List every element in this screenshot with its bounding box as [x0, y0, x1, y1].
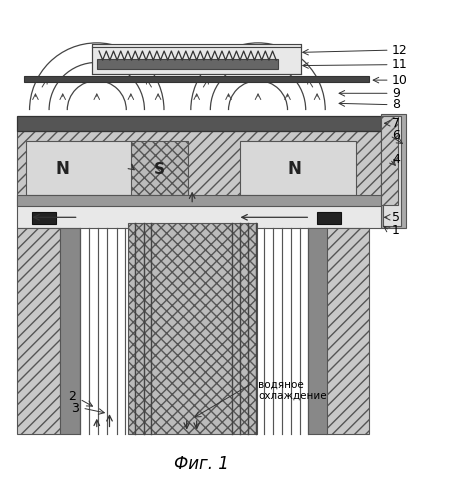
- Bar: [17, 131, 381, 204]
- Bar: [24, 76, 369, 82]
- Bar: [381, 114, 406, 228]
- Text: 4: 4: [392, 152, 400, 166]
- Bar: [17, 206, 381, 228]
- Bar: [383, 116, 401, 226]
- Bar: [317, 212, 340, 224]
- Text: 12: 12: [392, 44, 408, 57]
- Text: 2: 2: [68, 390, 76, 403]
- Text: 11: 11: [392, 58, 408, 71]
- Text: S: S: [154, 162, 165, 176]
- Bar: [17, 228, 60, 434]
- Bar: [128, 222, 257, 434]
- Text: 7: 7: [392, 117, 400, 130]
- Bar: [326, 228, 369, 434]
- Bar: [32, 212, 56, 224]
- Bar: [92, 44, 301, 74]
- Text: водяное
охлаждение: водяное охлаждение: [258, 380, 327, 401]
- Bar: [381, 116, 398, 204]
- Bar: [27, 141, 138, 195]
- Text: 9: 9: [392, 87, 400, 100]
- Text: 10: 10: [392, 74, 408, 86]
- Text: Фиг. 1: Фиг. 1: [174, 456, 228, 473]
- Bar: [97, 59, 278, 69]
- Text: N: N: [56, 160, 69, 178]
- Bar: [60, 228, 80, 434]
- Bar: [308, 228, 327, 434]
- Bar: [131, 141, 188, 195]
- Text: 8: 8: [392, 98, 400, 111]
- Text: N: N: [287, 160, 301, 178]
- Text: 1: 1: [392, 224, 400, 237]
- Text: 5: 5: [392, 211, 400, 224]
- Text: 3: 3: [71, 402, 79, 414]
- Bar: [17, 116, 381, 131]
- Bar: [17, 194, 381, 206]
- Bar: [240, 141, 356, 195]
- Text: 6: 6: [392, 129, 400, 142]
